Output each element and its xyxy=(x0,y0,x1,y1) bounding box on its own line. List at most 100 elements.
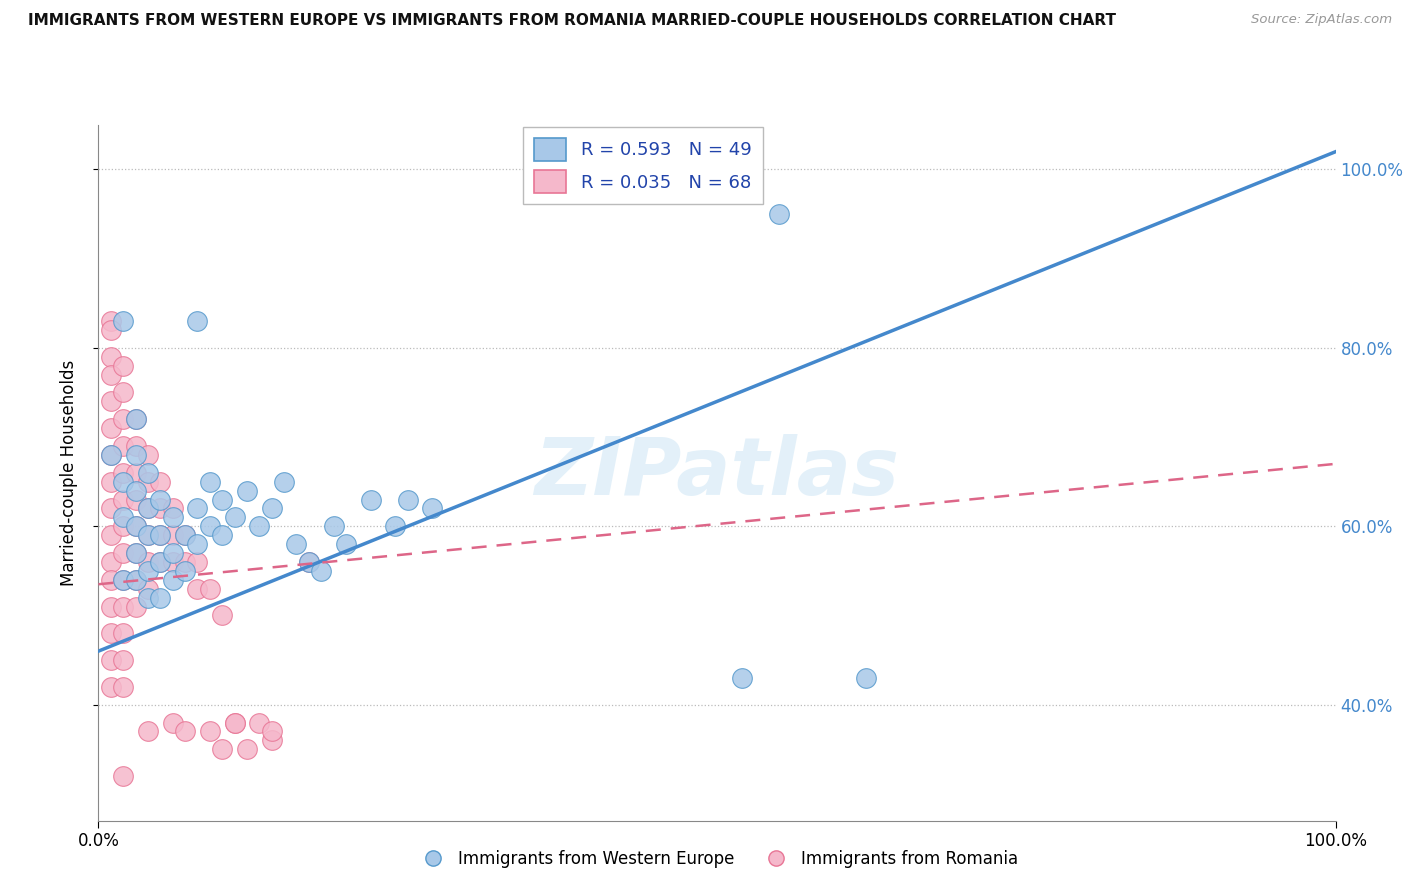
Point xyxy=(112,492,135,507)
Y-axis label: Married-couple Households: Married-couple Households xyxy=(59,359,77,586)
Point xyxy=(236,483,259,498)
Point xyxy=(112,546,135,560)
Point xyxy=(100,314,122,328)
Point xyxy=(260,501,283,516)
Point xyxy=(100,653,122,667)
Point xyxy=(273,475,295,489)
Point xyxy=(100,528,122,542)
Point xyxy=(136,591,159,605)
Text: ZIPatlas: ZIPatlas xyxy=(534,434,900,512)
Point xyxy=(149,591,172,605)
Point xyxy=(186,314,208,328)
Point xyxy=(174,555,197,569)
Point xyxy=(136,528,159,542)
Point xyxy=(100,350,122,364)
Point xyxy=(285,537,308,551)
Point xyxy=(100,394,122,409)
Point xyxy=(186,537,208,551)
Point xyxy=(124,573,146,587)
Point xyxy=(112,466,135,480)
Point xyxy=(112,385,135,400)
Point xyxy=(260,733,283,747)
Point xyxy=(211,608,233,623)
Point xyxy=(124,412,146,426)
Point xyxy=(124,412,146,426)
Point xyxy=(186,501,208,516)
Point xyxy=(149,492,172,507)
Point xyxy=(136,466,159,480)
Point xyxy=(162,528,184,542)
Point xyxy=(224,715,246,730)
Point xyxy=(322,519,344,533)
Point xyxy=(298,555,321,569)
Point xyxy=(124,439,146,453)
Point xyxy=(100,448,122,462)
Point xyxy=(112,519,135,533)
Point xyxy=(247,519,270,533)
Point xyxy=(100,573,122,587)
Point xyxy=(162,510,184,524)
Point xyxy=(162,555,184,569)
Point xyxy=(124,599,146,614)
Point xyxy=(224,715,246,730)
Point xyxy=(100,555,122,569)
Point xyxy=(162,546,184,560)
Point xyxy=(100,626,122,640)
Point xyxy=(396,492,419,507)
Point xyxy=(136,582,159,596)
Point xyxy=(162,573,184,587)
Point xyxy=(149,501,172,516)
Point xyxy=(124,546,146,560)
Point xyxy=(768,207,790,221)
Point xyxy=(124,573,146,587)
Text: Source: ZipAtlas.com: Source: ZipAtlas.com xyxy=(1251,13,1392,27)
Point xyxy=(100,368,122,382)
Point xyxy=(112,626,135,640)
Point xyxy=(211,492,233,507)
Point xyxy=(198,724,221,739)
Point xyxy=(211,742,233,756)
Point xyxy=(136,724,159,739)
Point xyxy=(124,448,146,462)
Point xyxy=(198,519,221,533)
Point xyxy=(260,724,283,739)
Point xyxy=(100,475,122,489)
Point xyxy=(112,412,135,426)
Point xyxy=(224,510,246,524)
Point xyxy=(124,519,146,533)
Point xyxy=(112,680,135,694)
Point xyxy=(100,501,122,516)
Point xyxy=(162,501,184,516)
Point xyxy=(136,555,159,569)
Legend: Immigrants from Western Europe, Immigrants from Romania: Immigrants from Western Europe, Immigran… xyxy=(409,844,1025,875)
Point xyxy=(149,555,172,569)
Point xyxy=(855,671,877,685)
Point xyxy=(112,769,135,783)
Point xyxy=(112,599,135,614)
Point xyxy=(112,359,135,373)
Point xyxy=(112,439,135,453)
Point xyxy=(112,653,135,667)
Point xyxy=(422,501,444,516)
Point xyxy=(162,715,184,730)
Point xyxy=(149,475,172,489)
Point xyxy=(124,519,146,533)
Point xyxy=(149,555,172,569)
Point xyxy=(100,323,122,337)
Point xyxy=(124,466,146,480)
Point xyxy=(211,528,233,542)
Point xyxy=(136,501,159,516)
Point xyxy=(112,573,135,587)
Point xyxy=(112,475,135,489)
Point xyxy=(124,546,146,560)
Point xyxy=(136,528,159,542)
Point xyxy=(124,492,146,507)
Point xyxy=(174,528,197,542)
Point xyxy=(360,492,382,507)
Point xyxy=(149,528,172,542)
Point xyxy=(100,421,122,435)
Text: IMMIGRANTS FROM WESTERN EUROPE VS IMMIGRANTS FROM ROMANIA MARRIED-COUPLE HOUSEHO: IMMIGRANTS FROM WESTERN EUROPE VS IMMIGR… xyxy=(28,13,1116,29)
Point xyxy=(112,314,135,328)
Point xyxy=(198,475,221,489)
Point xyxy=(112,510,135,524)
